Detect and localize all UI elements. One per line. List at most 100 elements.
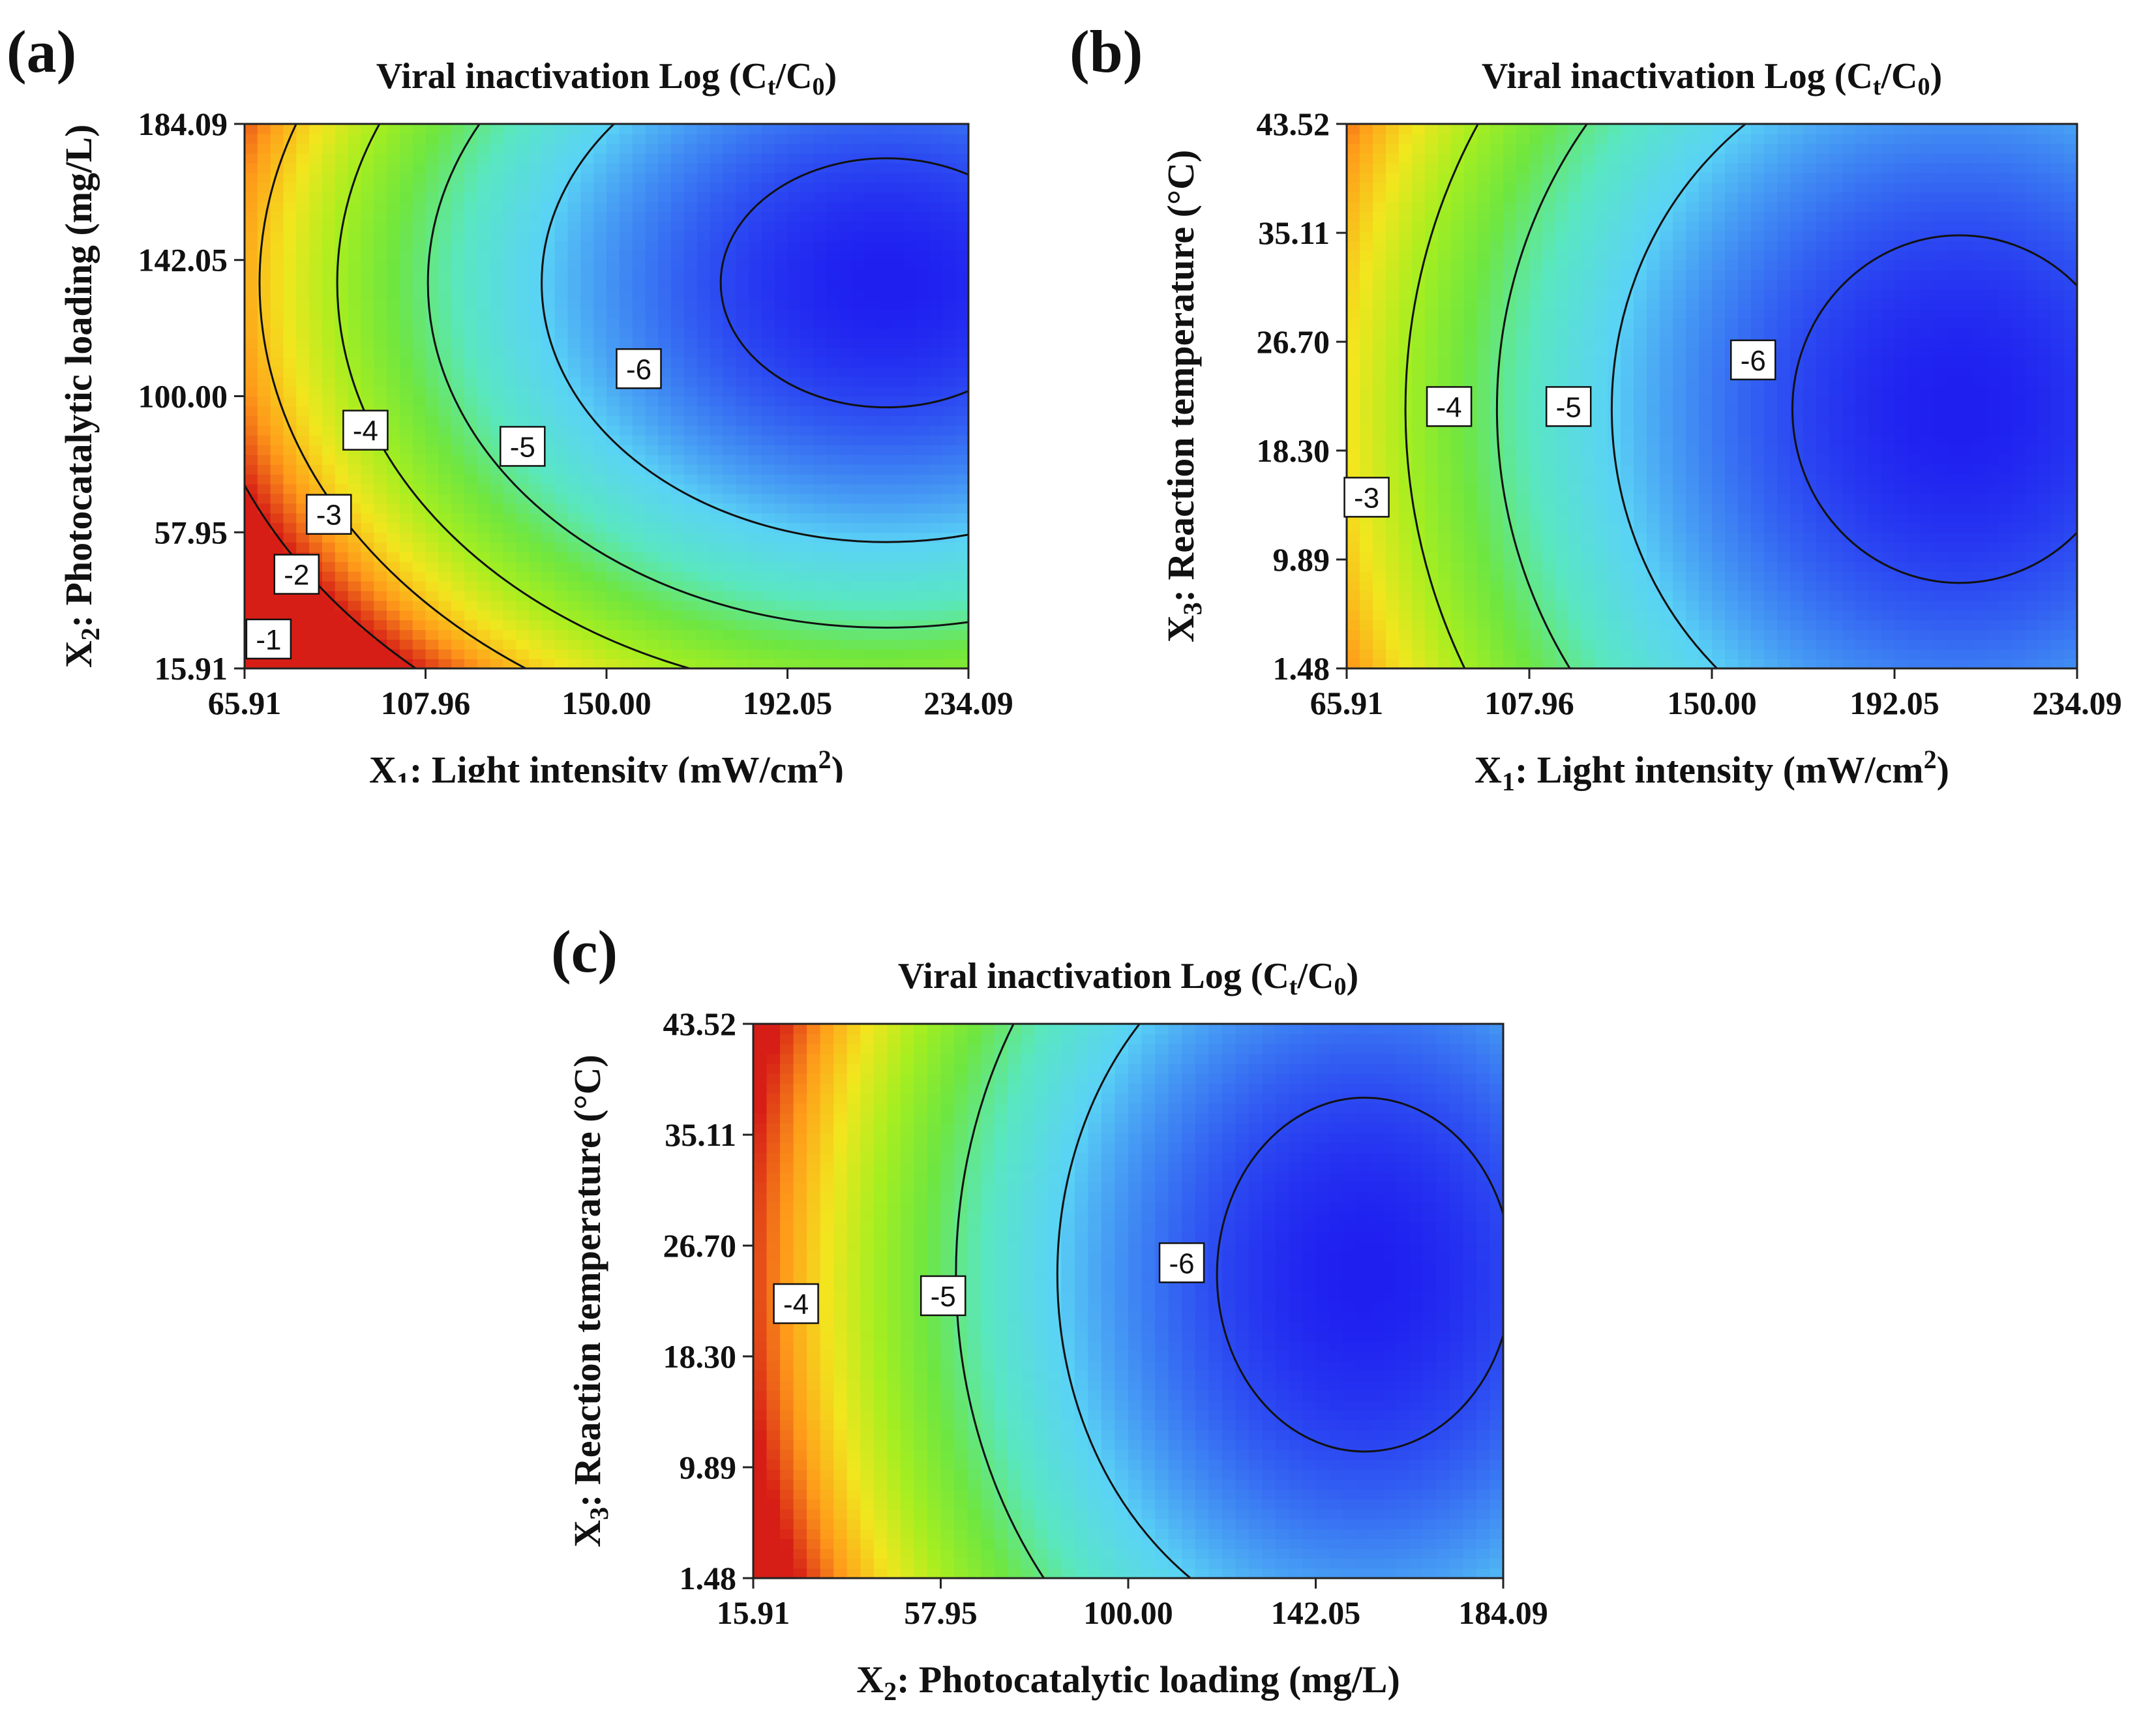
heatmap-cell [683,279,698,290]
heatmap-cell [761,406,775,417]
heatmap-cell [736,133,749,144]
heatmap-cell [1712,328,1726,338]
heatmap-cell [955,299,969,310]
heatmap-cell [891,318,905,329]
heatmap-cell [1581,552,1595,562]
heatmap-cell [1529,503,1543,514]
heatmap-cell [503,513,517,524]
heatmap-cell [1555,299,1569,310]
heatmap-cell [878,172,891,183]
heatmap-cell [1581,464,1595,475]
heatmap-cell [1529,143,1543,154]
heatmap-cell [1738,269,1752,280]
heatmap-cell [658,571,672,582]
heatmap-cell [800,610,814,621]
heatmap-cell [296,639,310,650]
heatmap-cell [257,600,271,611]
heatmap-cell [929,445,944,455]
heatmap-cell [942,542,956,552]
heatmap-cell [270,659,284,669]
heatmap-cell [245,376,258,387]
heatmap-cell [723,192,737,203]
heatmap-cell [1451,445,1465,455]
heatmap-cell [554,338,569,348]
heatmap-cell [503,269,517,280]
heatmap-cell [374,221,387,232]
heatmap-cell [399,396,413,407]
heatmap-cell [425,386,440,397]
heatmap-cell [516,366,530,378]
heatmap-cell [1686,240,1699,251]
heatmap-cell [257,522,271,533]
heatmap-cell [1647,269,1660,280]
heatmap-cell [891,347,905,358]
heatmap-cell [1595,561,1608,572]
heatmap-cell [774,561,788,572]
heatmap-cell [1647,386,1660,397]
heatmap-cell [826,532,840,543]
heatmap-cell [1477,629,1491,640]
heatmap-cell [1634,366,1647,378]
heatmap-cell [567,542,582,552]
heatmap-cell [1686,338,1699,348]
heatmap-cell [878,182,891,193]
heatmap-cell [1347,357,1360,368]
heatmap-cell [593,153,607,164]
heatmap-cell [761,483,775,494]
heatmap-cell [1686,211,1699,222]
contour-label: -3 [306,494,352,535]
heatmap-cell [787,124,801,134]
heatmap-cell [1673,260,1686,271]
heatmap-cell [554,435,569,445]
heatmap-cell [696,620,711,631]
heatmap-cell [826,299,840,310]
heatmap-cell [516,639,530,650]
heatmap-cell [309,231,323,241]
heatmap-cell [813,133,827,144]
heatmap-cell [1477,289,1491,300]
heatmap-cell [1542,318,1556,329]
heatmap-cell [1673,532,1686,543]
heatmap-cell [348,143,362,154]
heatmap-cell [335,590,349,601]
heatmap-cell [1503,250,1517,261]
heatmap-cell [619,600,633,611]
heatmap-cell [567,192,582,203]
heatmap-cell [1699,610,1713,621]
x-axis-label-text: : Light intensity (mW/cm [410,749,818,783]
heatmap-cell [955,289,969,300]
heatmap-cell [1647,464,1660,475]
heatmap-cell [671,513,685,524]
heatmap-cell [257,483,271,494]
heatmap-cell [580,318,594,329]
heatmap-cell [1412,454,1426,465]
heatmap-cell [503,600,517,611]
heatmap-cell [852,211,866,222]
heatmap-cell [683,221,698,232]
heatmap-cell [425,357,440,368]
heatmap-cell [865,435,879,445]
heatmap-cell [723,493,737,504]
heatmap-cell [335,308,349,320]
heatmap-cell [1555,473,1569,485]
heatmap-cell [1621,600,1634,611]
heatmap-cell [361,260,375,271]
heatmap-cell [1660,415,1673,426]
heatmap-cell [826,580,840,591]
heatmap-cell [1516,211,1530,222]
heatmap-cell [270,338,284,348]
heatmap-cell [761,590,775,601]
heatmap-cell [1451,454,1465,465]
heatmap-cell [606,580,620,591]
heatmap-cell [1751,328,1765,338]
heatmap-cell [671,357,685,368]
heatmap-cell [1399,464,1413,475]
heatmap-cell [852,610,866,621]
heatmap-cell [1373,620,1386,631]
heatmap-cell [1595,513,1608,524]
heatmap-cell [1608,347,1621,358]
heatmap-cell [361,250,375,261]
heatmap-cell [464,406,478,417]
heatmap-cell [593,473,607,485]
heatmap-cell [606,590,620,601]
